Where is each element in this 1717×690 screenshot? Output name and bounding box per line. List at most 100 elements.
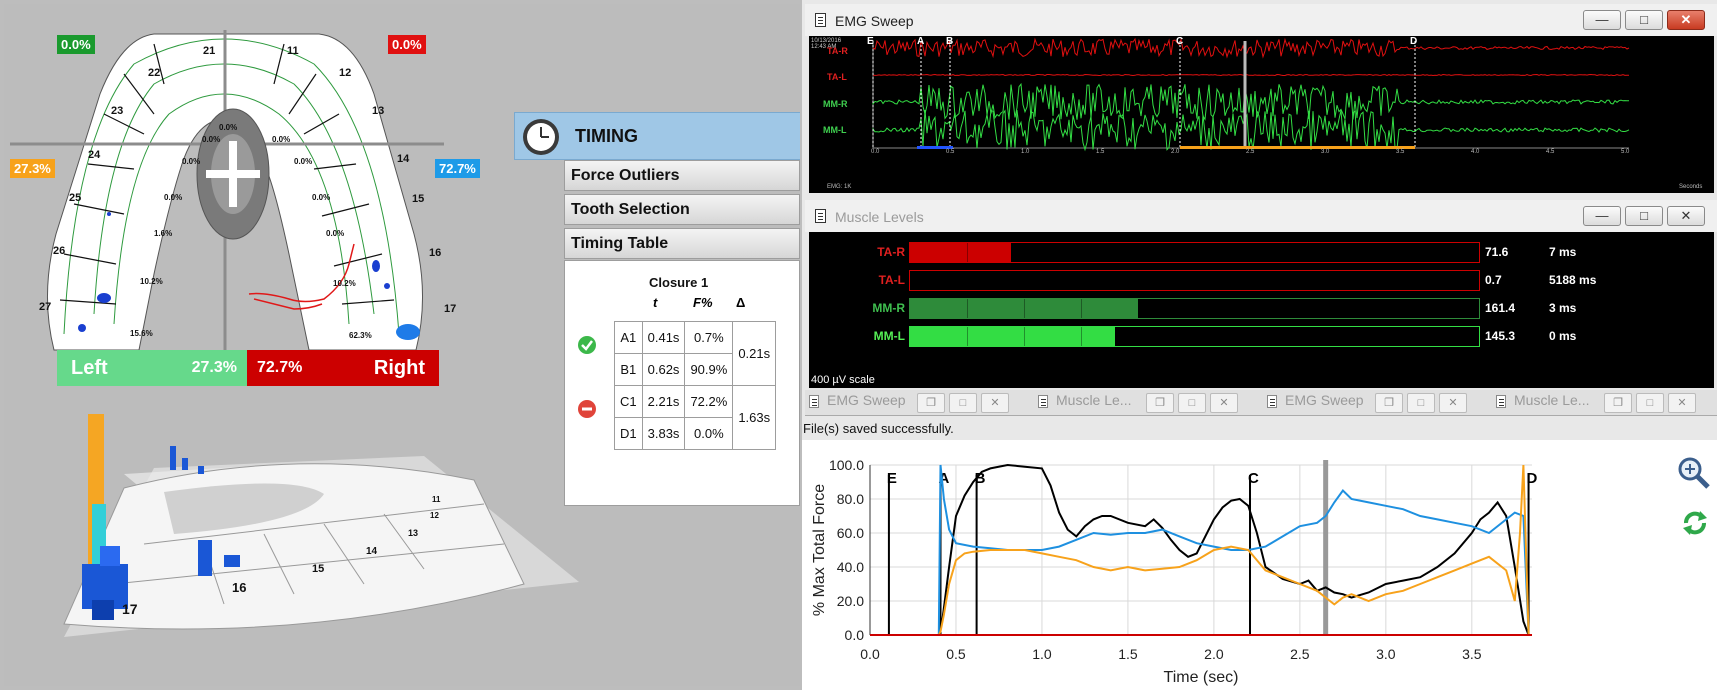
event-marker-label: D <box>1527 470 1538 487</box>
ch-ta-r: TA-R <box>827 46 848 56</box>
tooth-17[interactable]: 17 <box>444 303 456 315</box>
clock-icon <box>523 119 559 155</box>
timing-panel: TIMING Force Outliers Tooth Selection Ti… <box>514 112 800 516</box>
refresh-icon[interactable] <box>1680 508 1710 538</box>
seg-pct: 0.0% <box>294 157 312 166</box>
y-tick-label: 40.0 <box>837 559 864 575</box>
event-marker-label: C <box>1248 470 1259 487</box>
muscle-value: 71.6 <box>1485 245 1509 259</box>
table-row[interactable]: B1 0.62s 90.9% <box>614 353 776 386</box>
tooth-13[interactable]: 13 <box>372 105 384 117</box>
bar-segment <box>967 327 968 346</box>
bar3d-blue-f <box>198 466 204 474</box>
maximize-button[interactable]: □ <box>1636 393 1664 413</box>
left-marker-pct: 27.3% <box>10 159 55 178</box>
bar-segment <box>967 243 968 262</box>
emg-sweep-titlebar[interactable]: EMG Sweep — □ ✕ <box>805 4 1717 36</box>
tooth-16[interactable]: 16 <box>429 247 441 259</box>
maximize-button[interactable]: □ <box>949 393 977 413</box>
restore-button[interactable]: ❐ <box>1604 393 1632 413</box>
restore-button[interactable]: ❐ <box>1375 393 1403 413</box>
bar3d-blue-d <box>170 446 176 470</box>
minimize-button[interactable]: — <box>1583 206 1621 226</box>
muscle-time: 5188 ms <box>1549 273 1597 287</box>
timing-header[interactable]: TIMING <box>514 112 800 160</box>
row-id: C1 <box>614 385 643 418</box>
event-marker-label: E <box>887 470 897 487</box>
x-tick-label: 3.5 <box>1462 646 1482 662</box>
left-balance: Left 27.3% <box>57 350 247 386</box>
muscle-value: 145.3 <box>1485 329 1516 343</box>
tooth-14[interactable]: 14 <box>397 153 410 165</box>
tooth-21[interactable]: 21 <box>203 45 215 57</box>
seg-pct: 0.0% <box>202 135 220 144</box>
restore-button[interactable]: ❐ <box>917 393 945 413</box>
restore-button[interactable]: ❐ <box>1146 393 1174 413</box>
emg-footer-left: EMG: 1K <box>827 184 852 190</box>
table-row[interactable]: D1 3.83s 0.0% <box>614 417 776 450</box>
menu-force-outliers[interactable]: Force Outliers <box>564 160 800 191</box>
tab-muscle-levels-1[interactable]: Muscle Le... ❐ □ ✕ <box>1034 392 1260 414</box>
tooth-11[interactable]: 11 <box>287 45 299 57</box>
tooth3d-13: 13 <box>408 528 418 538</box>
muscle-levels-titlebar[interactable]: Muscle Levels — □ ✕ <box>805 200 1717 232</box>
force-chart-svg: 0.0 20.0 40.0 60.0 80.0 100.0 0.0 0.5 1.0 1.5 2.0 2… <box>811 457 1538 686</box>
tooth-25[interactable]: 25 <box>69 192 81 204</box>
emg-tick: 5.0 <box>1621 149 1630 155</box>
menu-timing-table[interactable]: Timing Table <box>564 228 800 259</box>
maximize-button[interactable]: □ <box>1178 393 1206 413</box>
tooth-12[interactable]: 12 <box>339 67 351 79</box>
emg-tick: 3.0 <box>1321 149 1330 155</box>
tooth-26[interactable]: 26 <box>53 245 65 257</box>
maximize-button[interactable]: □ <box>1407 393 1435 413</box>
emg-trace <box>872 73 1629 77</box>
force-map-svg: 21 22 23 24 25 26 27 11 12 13 14 15 16 1… <box>10 30 579 637</box>
tooth3d-11: 11 <box>432 495 441 504</box>
close-button[interactable]: ✕ <box>1667 206 1705 226</box>
emg-tick: 4.5 <box>1546 149 1555 155</box>
emg-trace <box>872 37 1630 59</box>
tooth-22[interactable]: 22 <box>148 67 160 79</box>
emg-time: 12:43 AM <box>811 44 837 50</box>
menu-tooth-selection[interactable]: Tooth Selection <box>564 194 800 225</box>
row-f: 0.7% <box>684 321 734 354</box>
seg-pct: 0.0% <box>312 193 330 202</box>
close-button[interactable]: ✕ <box>1439 393 1467 413</box>
emg-tick: 0.5 <box>946 149 955 155</box>
series-line-2 <box>870 464 1530 636</box>
seg-pct: 0.0% <box>219 123 237 132</box>
force-blob-dot <box>107 212 111 216</box>
table-row[interactable]: C1 2.21s 72.2% 1.63s <box>614 385 777 450</box>
tab-label: EMG Sweep <box>1285 392 1364 408</box>
emg-marker-e: E <box>867 36 874 47</box>
tab-emg-sweep-1[interactable]: EMG Sweep ❐ □ ✕ <box>805 392 1031 414</box>
emg-marker-b: B <box>946 36 954 47</box>
emg-trace <box>872 82 1630 121</box>
close-button[interactable]: ✕ <box>1668 393 1696 413</box>
close-button[interactable]: ✕ <box>1210 393 1238 413</box>
tooth-24[interactable]: 24 <box>88 149 101 161</box>
muscle-level-bar <box>909 270 1480 291</box>
bar-segment <box>1024 327 1025 346</box>
tooth3d-12: 12 <box>430 511 439 520</box>
tab-muscle-levels-2[interactable]: Muscle Le... ❐ □ ✕ <box>1492 392 1717 414</box>
tooth-23[interactable]: 23 <box>111 105 123 117</box>
maximize-button[interactable]: □ <box>1625 206 1663 226</box>
seg-pct: 0.0% <box>182 157 200 166</box>
table-row[interactable]: A1 0.41s 0.7% 0.21s <box>614 321 777 386</box>
col-f: F% <box>693 295 713 310</box>
maximize-button[interactable]: □ <box>1625 10 1663 30</box>
force-map-panel: 21 22 23 24 25 26 27 11 12 13 14 15 16 1… <box>4 4 800 686</box>
x-tick-label: 0.5 <box>946 646 966 662</box>
tooth-15[interactable]: 15 <box>412 193 424 205</box>
minimize-button[interactable]: — <box>1583 10 1621 30</box>
row-id: A1 <box>614 321 643 354</box>
close-button[interactable]: ✕ <box>1667 10 1705 30</box>
tab-emg-sweep-2[interactable]: EMG Sweep ❐ □ ✕ <box>1263 392 1489 414</box>
close-button[interactable]: ✕ <box>981 393 1009 413</box>
tooth-27[interactable]: 27 <box>39 301 51 313</box>
emg-marker-c: C <box>1176 36 1184 47</box>
emg-tick: 4.0 <box>1471 149 1480 155</box>
zoom-in-icon[interactable] <box>1677 456 1711 490</box>
document-icon <box>1038 395 1048 408</box>
